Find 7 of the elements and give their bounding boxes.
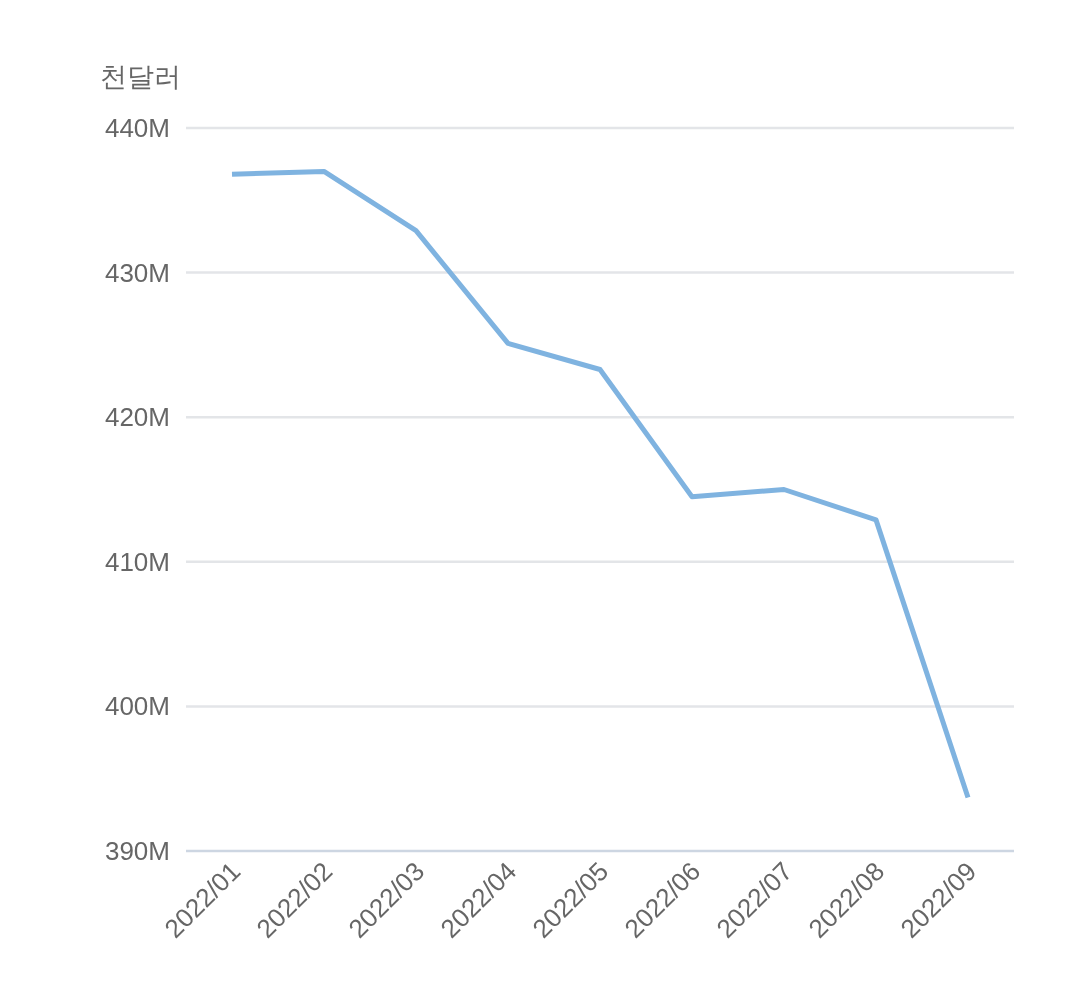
ytick: 420M: [104, 402, 170, 433]
ytick: 440M: [104, 113, 170, 143]
ytick: 410M: [104, 546, 170, 577]
ytick: 400M: [104, 691, 170, 722]
ylabel: 천달러: [99, 62, 181, 92]
ytick: 390M: [104, 836, 170, 866]
ytick: 430M: [104, 257, 170, 288]
